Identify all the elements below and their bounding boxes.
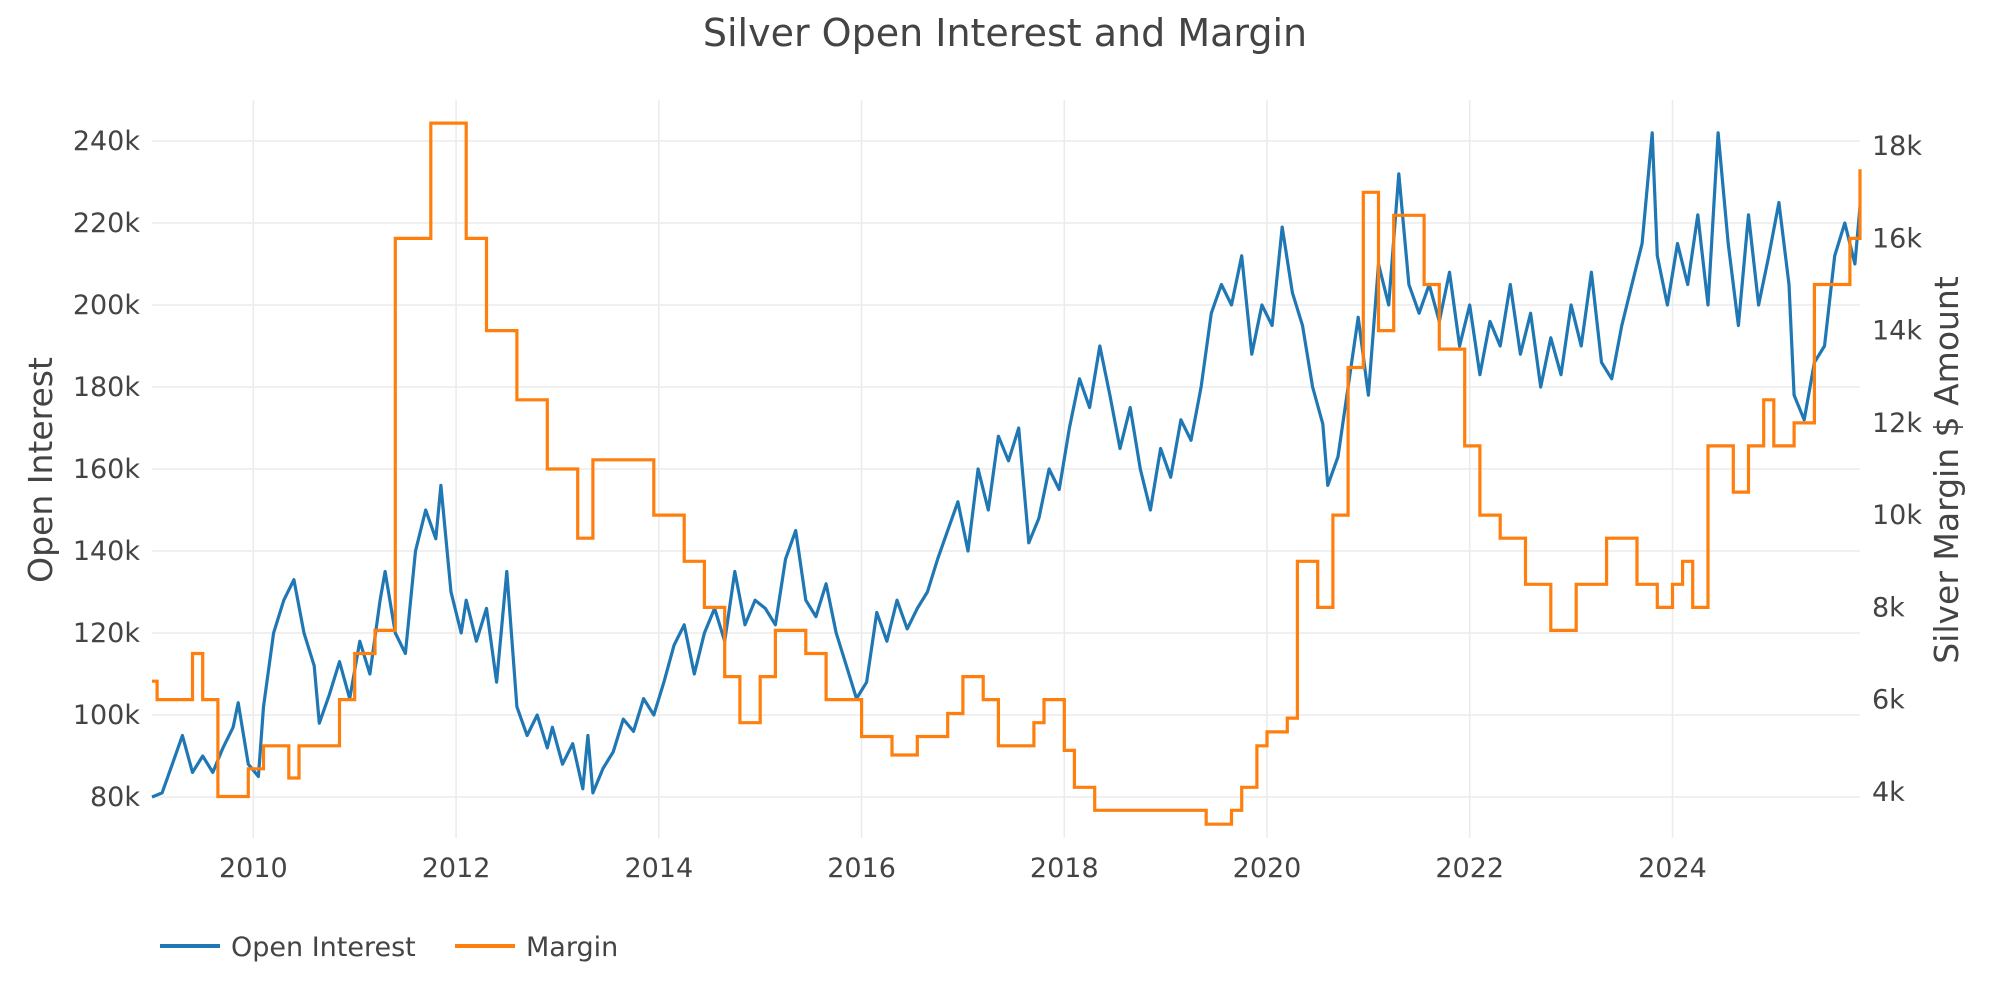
x-tick-label: 2022: [1435, 853, 1504, 884]
x-tick-label: 2024: [1638, 853, 1707, 884]
y-tick-label: 80k: [90, 782, 140, 813]
legend-label-margin: Margin: [526, 932, 618, 963]
y-tick-label: 180k: [73, 372, 141, 403]
y-tick-label: 140k: [73, 536, 141, 567]
y-tick-label: 220k: [73, 208, 141, 239]
y-tick-label: 200k: [73, 290, 141, 321]
y2-tick-label: 14k: [1872, 316, 1922, 347]
grid-layer: [152, 100, 1860, 838]
y2-axis-title: Silver Margin $ Amount: [1927, 276, 1966, 664]
series-line-margin: [152, 121, 1862, 826]
y-tick-label: 160k: [73, 454, 141, 485]
x-tick-label: 2010: [219, 853, 288, 884]
x-tick-label: 2016: [827, 853, 896, 884]
y-tick-label: 120k: [73, 618, 141, 649]
y2-tick-label: 6k: [1872, 685, 1905, 716]
y-axis-ticks: 80k 100k 120k 140k 160k 180k 200k 220k 240k: [73, 126, 141, 813]
y2-tick-label: 16k: [1872, 223, 1922, 254]
legend[interactable]: Open Interest Margin: [160, 932, 618, 963]
legend-label-open-interest: Open Interest: [231, 932, 416, 963]
series-line-open-interest: [151, 131, 1862, 799]
y2-tick-label: 4k: [1872, 777, 1905, 808]
y-tick-label: 100k: [73, 700, 141, 731]
y-axis-title: Open Interest: [21, 357, 60, 583]
series-layer: [151, 121, 1862, 826]
y2-tick-label: 18k: [1872, 131, 1922, 162]
x-axis-ticks: 2010 2012 2014 2016 2018 2020 2022 2024: [219, 853, 1707, 884]
y2-axis-ticks: 4k 6k 8k 10k 12k 14k 16k 18k: [1872, 131, 1922, 808]
x-tick-label: 2018: [1030, 853, 1099, 884]
x-tick-label: 2020: [1233, 853, 1302, 884]
y-tick-label: 240k: [73, 126, 141, 157]
y2-tick-label: 12k: [1872, 408, 1922, 439]
chart-title: Silver Open Interest and Margin: [703, 11, 1307, 55]
x-tick-label: 2014: [624, 853, 693, 884]
x-tick-label: 2012: [422, 853, 491, 884]
y2-tick-label: 8k: [1872, 592, 1905, 623]
y2-tick-label: 10k: [1872, 500, 1922, 531]
